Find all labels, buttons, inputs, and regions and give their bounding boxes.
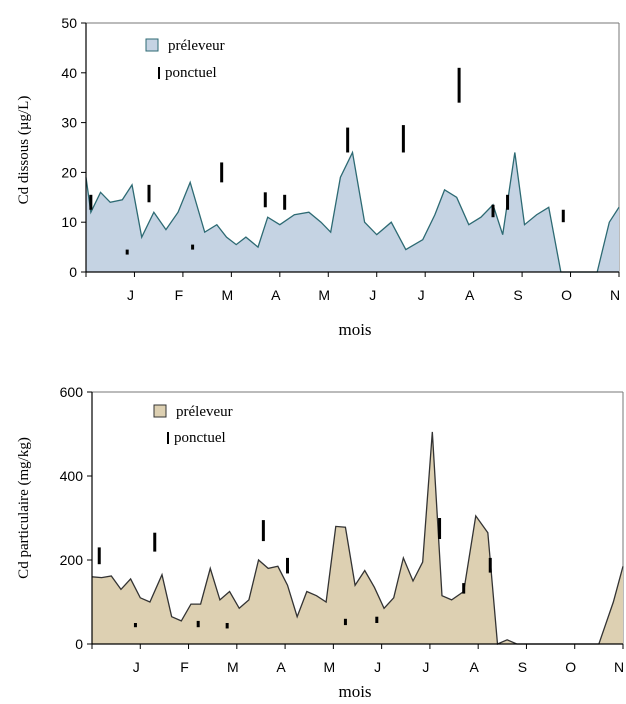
x-tick-label: M	[324, 659, 336, 675]
x-tick-label: A	[470, 659, 480, 675]
legend-swatch-preleveur	[153, 404, 167, 418]
x-tick-label: S	[518, 659, 527, 675]
legend-label-preleveur: préleveur	[168, 38, 225, 54]
x-tick-label: J	[418, 287, 425, 303]
x-tick-label: J	[374, 659, 381, 675]
x-axis-label: mois	[338, 320, 371, 339]
x-tick-label: M	[227, 659, 239, 675]
y-tick-label: 400	[60, 468, 84, 484]
legend-label-ponctuel: ponctuel	[165, 65, 217, 81]
legend-label-ponctuel: ponctuel	[174, 430, 226, 446]
x-tick-label: M	[318, 287, 330, 303]
y-tick-label: 50	[61, 15, 77, 31]
x-tick-label: N	[614, 659, 624, 675]
x-axis-label: mois	[338, 682, 371, 701]
x-tick-label: A	[276, 659, 286, 675]
x-tick-label: J	[422, 659, 429, 675]
x-tick-label: N	[610, 287, 620, 303]
legend-label-preleveur: préleveur	[176, 404, 233, 420]
y-tick-label: 10	[61, 214, 77, 230]
x-tick-label: O	[561, 287, 572, 303]
x-tick-label: M	[222, 287, 234, 303]
y-tick-label: 600	[60, 384, 84, 400]
y-tick-label: 20	[61, 164, 77, 180]
y-tick-label: 200	[60, 552, 84, 568]
x-tick-label: J	[369, 287, 376, 303]
y-tick-label: 0	[69, 264, 77, 280]
x-tick-label: A	[271, 287, 281, 303]
x-tick-label: A	[465, 287, 475, 303]
legend: préleveur ponctuel	[145, 38, 225, 81]
x-tick-label: F	[180, 659, 189, 675]
x-tick-label: J	[133, 659, 140, 675]
preleveur-line	[85, 150, 620, 273]
x-tick-label: S	[513, 287, 522, 303]
x-tick-label: O	[565, 659, 576, 675]
preleveur-area	[92, 431, 623, 644]
y-tick-label: 0	[75, 636, 83, 652]
y-axis-label: Cd dissous (µg/L)	[16, 96, 32, 205]
preleveur-area	[86, 152, 619, 272]
y-tick-label: 30	[61, 115, 77, 131]
y-tick-label: 40	[61, 65, 77, 81]
x-tick-label: F	[175, 287, 184, 303]
legend-swatch-preleveur	[145, 38, 159, 52]
legend: préleveur ponctuel	[153, 404, 233, 446]
y-axis-label: Cd particulaire (mg/kg)	[16, 437, 32, 579]
x-tick-label: J	[127, 287, 134, 303]
